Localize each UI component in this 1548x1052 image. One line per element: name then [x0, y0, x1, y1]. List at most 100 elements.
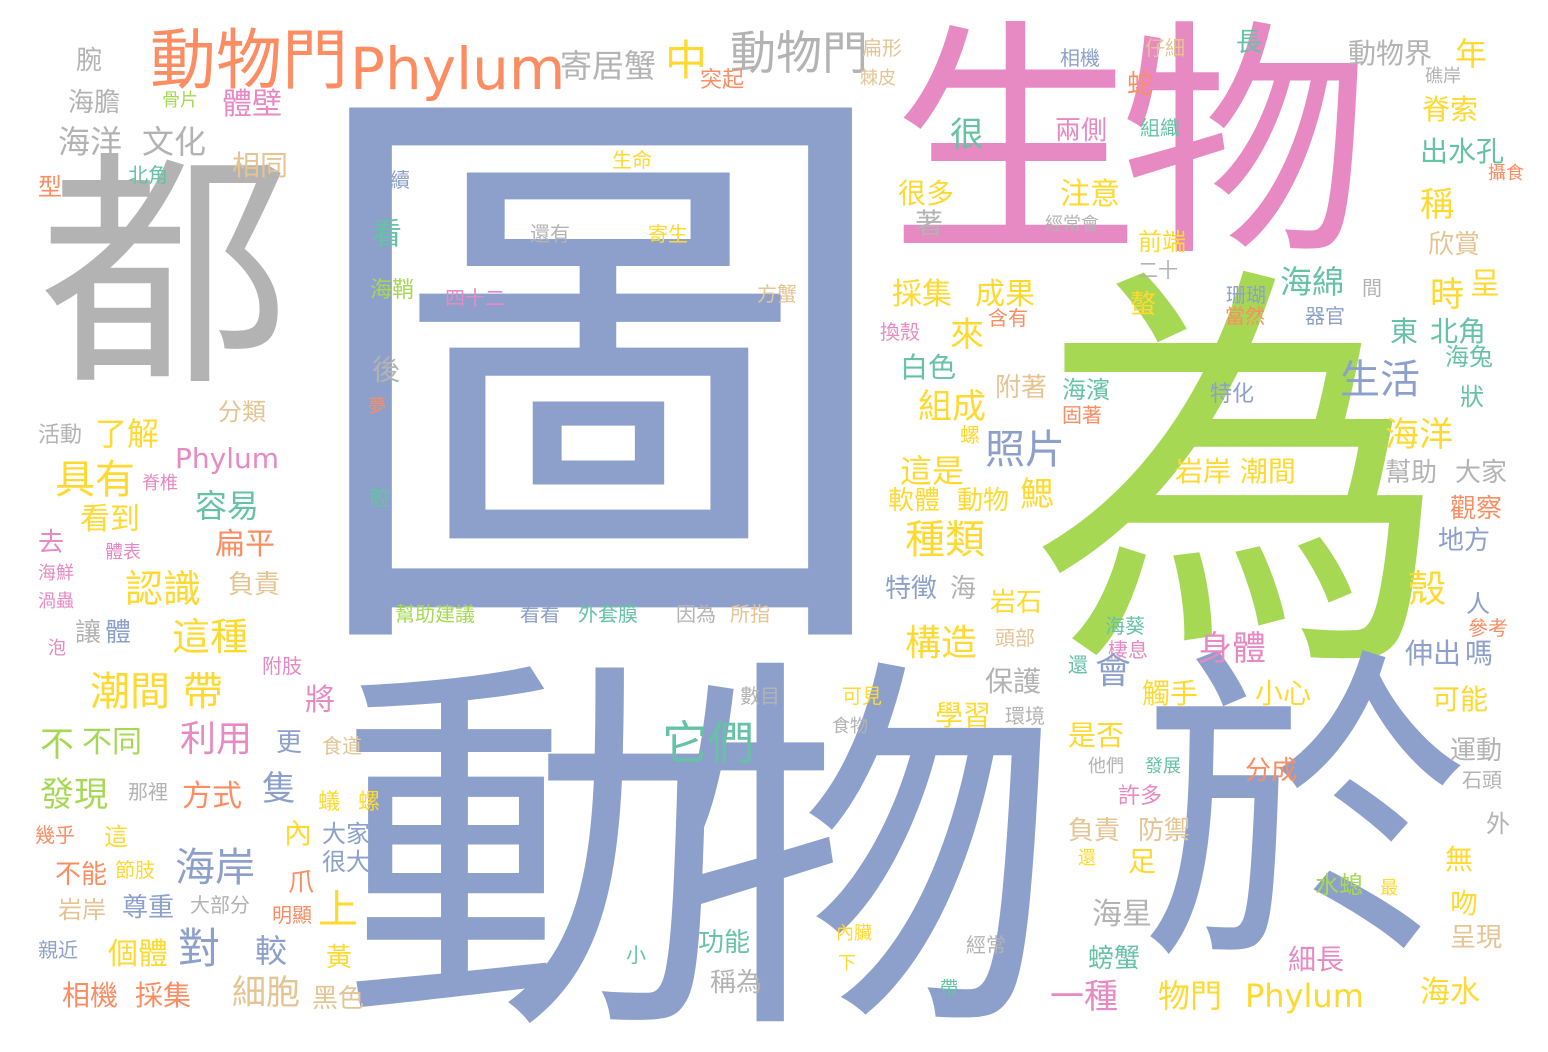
word-hai: 海 [950, 574, 977, 604]
word-qixi: 棲息 [1108, 638, 1148, 662]
word-liaojie: 了解 [95, 415, 160, 453]
word-difang: 地方 [1438, 526, 1491, 556]
word-shuixi: 水螅 [1315, 871, 1363, 899]
word-jijuxie: 寄居蟹 [560, 47, 657, 85]
word-shenghuo: 生活 [1340, 357, 1420, 403]
word-jingchang: 經常 [966, 933, 1006, 957]
word-fuze-2: 負責 [1068, 816, 1121, 846]
word-huang: 黃 [326, 943, 353, 973]
word-henda: 很大 [322, 848, 370, 876]
word-kandao: 看到 [80, 502, 140, 537]
word-ti: 體 [105, 618, 132, 648]
word-zhezhong: 這種 [172, 615, 249, 659]
word-beijiao-1: 北角 [128, 163, 168, 187]
word-guzhu: 固著 [1062, 403, 1102, 427]
word-sheshi: 攝食 [1488, 163, 1524, 184]
word-fangyu: 防禦 [1138, 816, 1191, 846]
word-butong: 不同 [82, 725, 142, 760]
word-jipi: 棘皮 [860, 68, 896, 89]
word-beijiao-2: 北角 [1430, 315, 1487, 348]
word-xiangtong: 相同 [232, 149, 289, 182]
word-xiao: 小 [626, 943, 646, 967]
word-ke: 殼 [1408, 567, 1447, 611]
word-haiyang-1: 海洋 [58, 123, 123, 161]
word-haimian: 海綿 [1280, 263, 1345, 301]
word-fuzhi: 附肢 [262, 654, 302, 678]
word-tu: 圖 [300, 30, 900, 729]
word-nali: 那裡 [128, 780, 168, 804]
word-huan: 還 [1068, 653, 1088, 677]
word-keneng: 可能 [1432, 683, 1489, 716]
word-haibin: 海濱 [1062, 376, 1110, 404]
word-qiguan: 器官 [1305, 304, 1345, 328]
word-dongwumen-2: 動物門 [730, 26, 868, 80]
word-zhonglei: 種類 [905, 517, 985, 563]
word-geti: 個體 [108, 937, 168, 972]
word-dongwu-big: 動物 [340, 628, 1060, 1052]
word-shenchu: 伸出 [1405, 637, 1462, 670]
word-xuexi: 學習 [935, 699, 992, 732]
word-gupian: 骨片 [162, 90, 198, 111]
word-fuze-1: 負責 [228, 570, 281, 600]
word-haisao: 海鞘 [370, 278, 415, 303]
word-shang: 上 [318, 887, 358, 933]
word-xing: 型 [38, 173, 62, 201]
word-pangxie: 螃蟹 [1088, 944, 1141, 974]
word-jiezhi: 節肢 [115, 858, 155, 882]
word-baohu: 保護 [985, 665, 1042, 698]
word-neizang: 內臟 [836, 923, 872, 944]
word-chaojian-1: 岩岸 潮間 [1175, 455, 1296, 488]
word-luo-2: 螺 [358, 790, 381, 815]
word-zhua: 爪 [288, 868, 315, 898]
word-yanshi: 岩石 [990, 588, 1043, 618]
word-dongwumen-1: 動物門 [150, 22, 348, 99]
word-bu: 不 [40, 725, 74, 765]
word-dajia-2: 大家 [322, 820, 370, 848]
word-pao: 泡 [48, 638, 66, 659]
word-ao: 螯 [1130, 290, 1157, 320]
word-juyou: 具有 [55, 457, 135, 503]
word-liangce: 兩側 [1055, 116, 1108, 146]
word-hanyou: 含有 [988, 306, 1028, 330]
word-sai: 鰓 [1020, 475, 1054, 515]
word-zunzhong: 尊重 [122, 893, 175, 923]
word-hou: 後 [368, 355, 401, 383]
word-kankan: 看看 [520, 602, 560, 626]
word-tamen-2: 他們 [1088, 756, 1124, 777]
word-shanhu: 珊瑚 [1226, 283, 1266, 307]
word-liyong: 利用 [180, 719, 253, 760]
word-bangzhujianyi: 幫助建議 [395, 602, 475, 626]
word-shengwu: 生物 [890, 0, 1370, 290]
word-ma: 嗎 [1465, 637, 1494, 670]
word-mingxian: 明顯 [272, 903, 312, 927]
word-qinjin: 親近 [38, 938, 78, 962]
word-haiyang-2: 海洋 [1385, 415, 1453, 455]
word-yongxu: 永續 [370, 168, 410, 192]
word-zui: 最 [1380, 878, 1398, 899]
word-buneng: 不能 [55, 860, 108, 890]
word-dabufen: 大部分 [190, 893, 250, 917]
word-tuqi: 突起 [700, 68, 745, 93]
word-phylum-2: Phylum [175, 442, 280, 475]
word-qu: 去 [38, 528, 65, 558]
word-shitou: 石頭 [1462, 768, 1502, 792]
word-jisuo: 脊索 [1422, 93, 1479, 126]
word-zhe-2: 這 [104, 823, 128, 851]
word-yanan: 岩岸 [58, 896, 106, 924]
word-zhaopian: 照片 [985, 427, 1065, 473]
word-dongwu-small: 動物 [957, 486, 1010, 516]
word-phylum-3: Phylum [1245, 977, 1364, 1015]
word-bangzhu: 幫助 [1385, 458, 1438, 488]
word-wumen: 物門 [1158, 977, 1223, 1015]
word-fencheng: 分成 [1245, 756, 1298, 786]
word-fangxie: 方蟹 [757, 282, 797, 306]
word-zhe: 著 [915, 207, 944, 240]
word-faxian: 發現 [40, 775, 108, 815]
word-xibao: 細胞 [232, 973, 300, 1013]
word-cheng2: 呈 [1470, 267, 1500, 302]
word-xiaoxin: 小心 [1255, 677, 1312, 710]
word-shifou: 是否 [1068, 719, 1125, 752]
word-fazhan: 發展 [1145, 756, 1181, 777]
word-yizhong: 一種 [1050, 977, 1118, 1017]
